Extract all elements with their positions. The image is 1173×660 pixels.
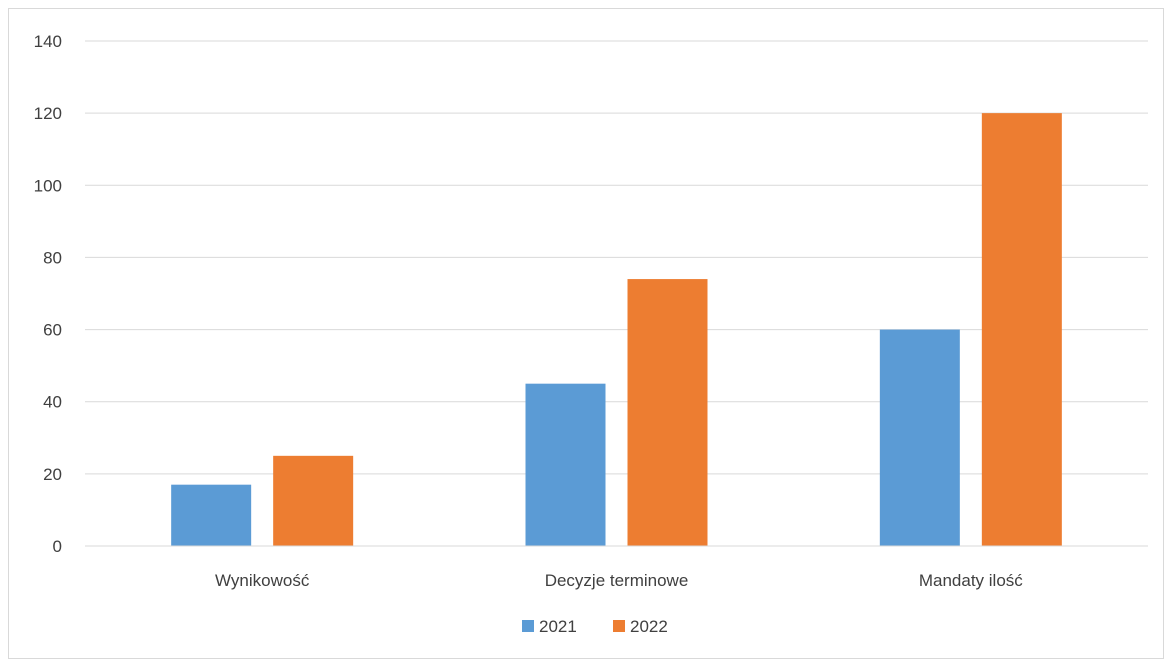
y-tick-label: 60 bbox=[43, 321, 62, 340]
legend-label: 2021 bbox=[539, 617, 577, 636]
legend: 2021 2022 bbox=[522, 617, 668, 636]
y-axis-ticks: 0 20 40 60 80 100 120 140 bbox=[34, 32, 62, 556]
bar-2021 bbox=[525, 383, 606, 546]
y-tick-label: 20 bbox=[43, 465, 62, 484]
y-tick-label: 0 bbox=[53, 537, 62, 556]
y-tick-label: 140 bbox=[34, 32, 62, 51]
x-category-label: Wynikowość bbox=[215, 571, 310, 590]
y-tick-label: 40 bbox=[43, 393, 62, 412]
bar-2022 bbox=[273, 455, 354, 546]
y-tick-label: 100 bbox=[34, 176, 62, 195]
bar-2021 bbox=[171, 484, 252, 546]
bar-2022 bbox=[627, 279, 708, 546]
x-axis: Wynikowość Decyzje terminowe Mandaty ilość bbox=[85, 545, 1148, 590]
legend-label: 2022 bbox=[630, 617, 668, 636]
y-tick-label: 120 bbox=[34, 104, 62, 123]
bar-2022 bbox=[981, 113, 1062, 547]
chart-frame bbox=[8, 8, 1164, 659]
x-category-label: Mandaty ilość bbox=[919, 571, 1023, 590]
legend-swatch-2021 bbox=[522, 620, 534, 632]
x-category-label: Decyzje terminowe bbox=[545, 571, 689, 590]
y-tick-label: 80 bbox=[43, 248, 62, 267]
bar-2021 bbox=[879, 329, 960, 546]
bars bbox=[171, 113, 1062, 547]
legend-swatch-2022 bbox=[613, 620, 625, 632]
